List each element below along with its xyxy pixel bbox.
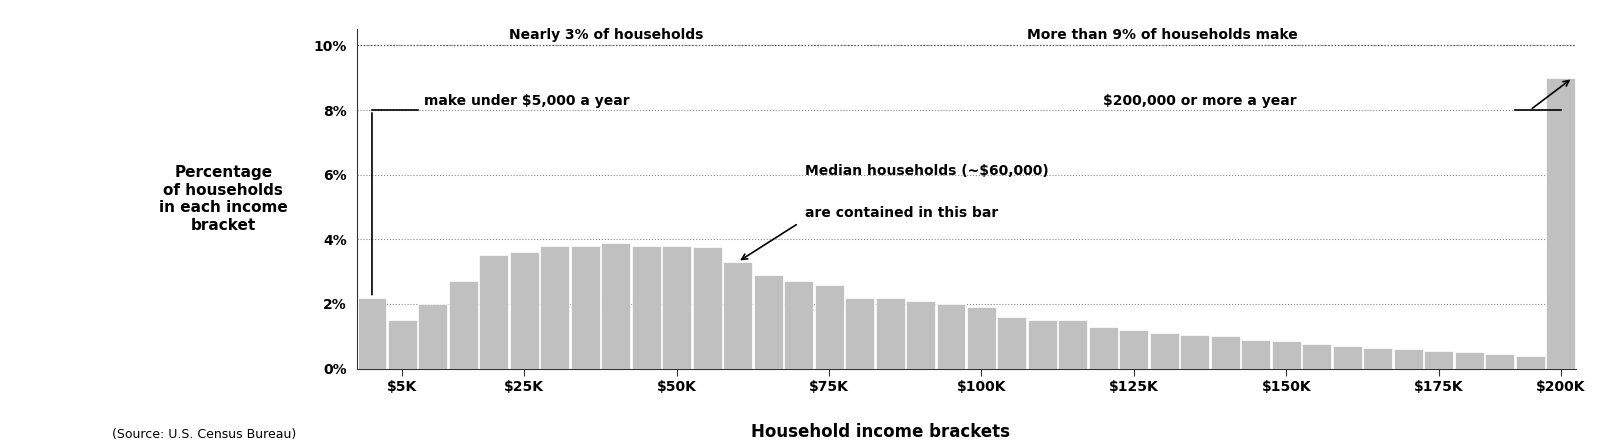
Bar <box>1515 356 1544 368</box>
Text: (Source: U.S. Census Bureau): (Source: U.S. Census Bureau) <box>112 428 296 441</box>
Bar <box>1485 354 1514 368</box>
Bar <box>1394 349 1422 368</box>
Text: Nearly 3% of households: Nearly 3% of households <box>509 28 704 42</box>
Bar <box>845 298 874 368</box>
Bar <box>1546 78 1574 368</box>
Bar <box>1272 341 1301 368</box>
Text: More than 9% of households make: More than 9% of households make <box>1027 28 1298 42</box>
Text: Median households (~$60,000): Median households (~$60,000) <box>805 164 1048 178</box>
Bar <box>480 255 509 368</box>
Bar <box>357 298 387 368</box>
Y-axis label: Percentage
of households
in each income
bracket: Percentage of households in each income … <box>158 166 288 233</box>
Bar <box>662 246 691 368</box>
Bar <box>936 304 965 368</box>
Bar <box>1302 344 1331 368</box>
Bar <box>1211 336 1240 368</box>
Bar <box>541 246 570 368</box>
Text: $200,000 or more a year: $200,000 or more a year <box>1104 94 1298 109</box>
Bar <box>1181 335 1210 368</box>
Bar <box>1242 340 1270 368</box>
Bar <box>906 301 934 368</box>
Bar <box>632 246 661 368</box>
Text: Household income brackets: Household income brackets <box>750 423 1010 441</box>
Bar <box>1363 348 1392 368</box>
Bar <box>510 252 539 368</box>
Bar <box>997 317 1027 368</box>
Bar <box>814 285 843 368</box>
Bar <box>1090 327 1118 368</box>
Bar <box>1454 352 1483 368</box>
Bar <box>602 243 630 368</box>
Text: make under $5,000 a year: make under $5,000 a year <box>424 94 629 109</box>
Bar <box>1424 351 1453 368</box>
Bar <box>387 320 418 368</box>
Bar <box>1027 320 1058 368</box>
Bar <box>693 247 722 368</box>
Bar <box>723 262 752 368</box>
Bar <box>1333 346 1362 368</box>
Bar <box>450 281 478 368</box>
Bar <box>419 304 448 368</box>
Text: are contained in this bar: are contained in this bar <box>805 206 998 220</box>
Bar <box>1120 330 1149 368</box>
Bar <box>1150 333 1179 368</box>
Bar <box>754 275 782 368</box>
Bar <box>784 281 813 368</box>
Bar <box>1059 320 1088 368</box>
Bar <box>571 246 600 368</box>
Bar <box>966 307 995 368</box>
Bar <box>875 298 904 368</box>
